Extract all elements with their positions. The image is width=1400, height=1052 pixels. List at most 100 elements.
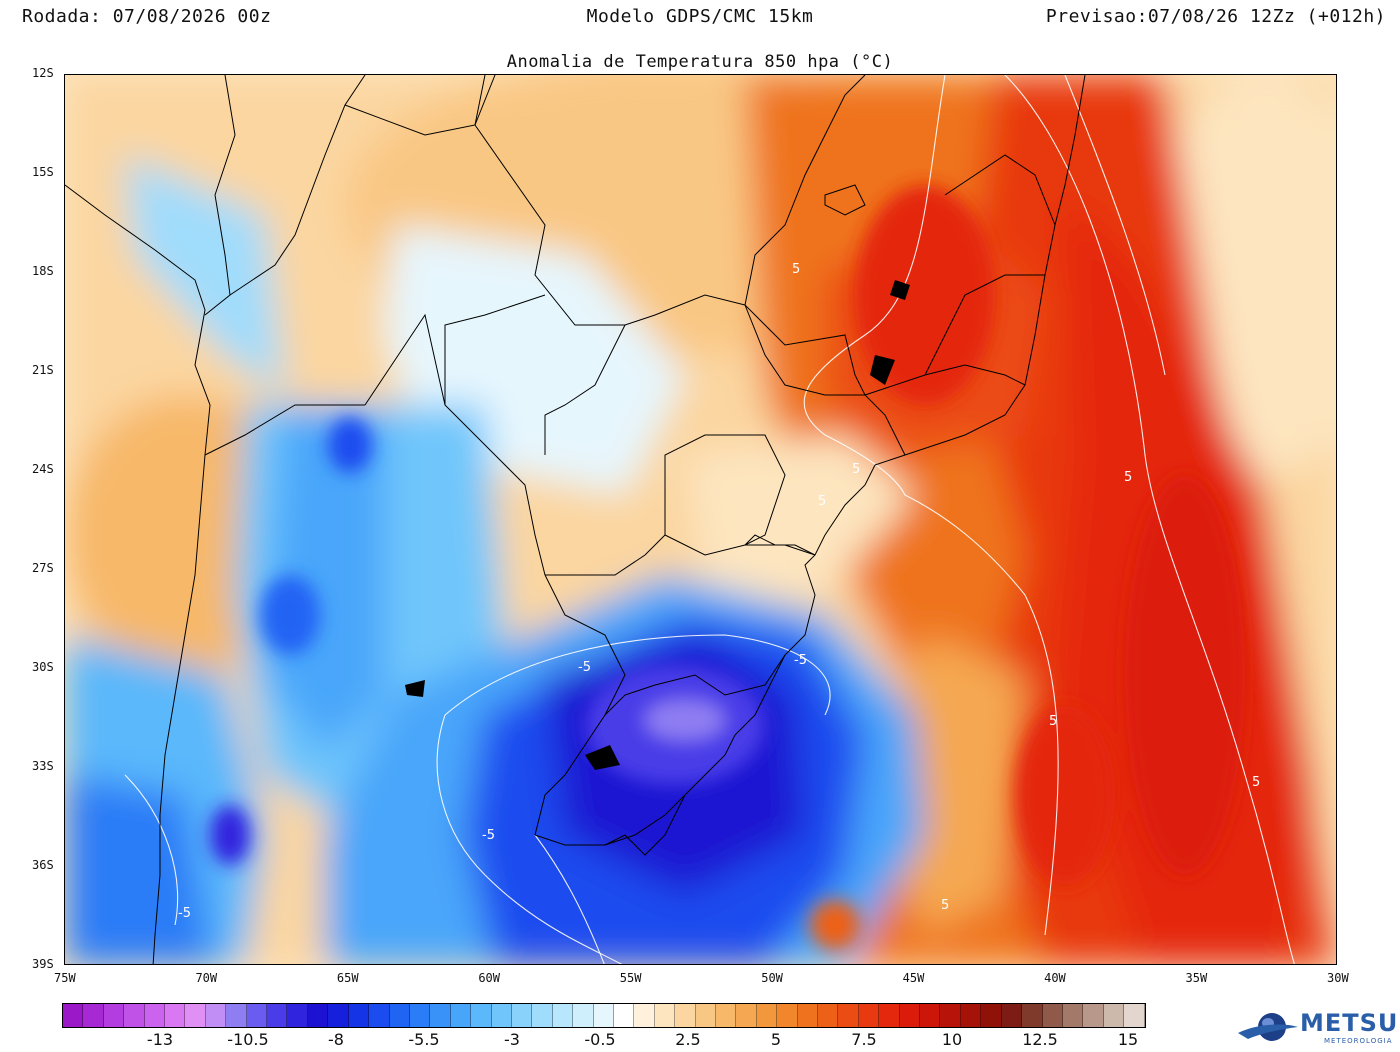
colorbar-swatch bbox=[675, 1004, 696, 1027]
colorbar-swatch bbox=[654, 1004, 676, 1027]
map-canvas bbox=[65, 75, 1336, 964]
colorbar-swatch bbox=[940, 1004, 961, 1027]
longitude-label: 60W bbox=[478, 971, 501, 985]
colorbar-swatch bbox=[185, 1004, 206, 1027]
colorbar-swatch bbox=[736, 1004, 757, 1027]
colorbar-label: 10 bbox=[941, 1030, 963, 1049]
longitude-label: 75W bbox=[54, 971, 76, 985]
longitude-label: 35W bbox=[1185, 971, 1208, 985]
longitude-label: 40W bbox=[1044, 971, 1066, 985]
colorbar-swatch bbox=[83, 1004, 104, 1027]
colorbar-label: -13 bbox=[146, 1030, 174, 1049]
colorbar-label: -0.5 bbox=[584, 1030, 616, 1049]
colorbar-swatch bbox=[430, 1004, 451, 1027]
colorbar-swatch bbox=[716, 1004, 737, 1027]
colorbar-swatch bbox=[695, 1004, 716, 1027]
colorbar-swatch bbox=[634, 1004, 655, 1027]
colorbar-swatch bbox=[1124, 1004, 1145, 1027]
colorbar-swatch bbox=[348, 1004, 370, 1027]
colorbar-swatch bbox=[226, 1004, 247, 1027]
colorbar-swatch bbox=[532, 1004, 553, 1027]
colorbar-swatch bbox=[409, 1004, 431, 1027]
latitude-label: 24S bbox=[32, 462, 54, 476]
anomaly-field-broad bbox=[65, 75, 1336, 964]
colorbar-swatch bbox=[491, 1004, 512, 1027]
colorbar-swatch bbox=[287, 1004, 308, 1027]
longitude-label: 70W bbox=[195, 971, 218, 985]
colorbar-swatch bbox=[511, 1004, 533, 1027]
colorbar-label: 2.5 bbox=[675, 1030, 701, 1049]
colorbar-swatch bbox=[818, 1004, 839, 1027]
model-label: Modelo GDPS/CMC 15km bbox=[586, 6, 814, 27]
longitude-label: 30W bbox=[1327, 971, 1349, 985]
colorbar-swatch bbox=[103, 1004, 125, 1027]
colorbar-swatch bbox=[1062, 1004, 1084, 1027]
colorbar-swatch bbox=[205, 1004, 227, 1027]
colorbar-swatch bbox=[124, 1004, 145, 1027]
colorbar-label: -10.5 bbox=[227, 1030, 269, 1049]
longitude-label: 45W bbox=[902, 971, 925, 985]
political-borders bbox=[65, 75, 1086, 964]
colorbar-swatch bbox=[307, 1004, 329, 1027]
contour-label: 5 bbox=[1124, 470, 1133, 485]
colorbar-swatch bbox=[899, 1004, 921, 1027]
run-time-label: Rodada: 07/08/2026 00z bbox=[22, 6, 272, 27]
longitude-label: 50W bbox=[761, 971, 783, 985]
colorbar-swatch bbox=[613, 1004, 635, 1027]
colorbar-label: 12.5 bbox=[1022, 1030, 1058, 1049]
contour-lines bbox=[124, 75, 1295, 964]
logo-subtitle: METEOROLOGIA bbox=[1324, 1037, 1393, 1045]
colorbar-swatch bbox=[165, 1004, 186, 1027]
metsul-logo: METSUL METEOROLOGIA bbox=[1232, 1007, 1400, 1047]
contour-label: 5 bbox=[1252, 775, 1261, 790]
colorbar-swatch bbox=[879, 1004, 900, 1027]
colorbar-label: -8 bbox=[328, 1030, 344, 1049]
latitude-label: 15S bbox=[32, 165, 54, 179]
colorbar-label: 7.5 bbox=[851, 1030, 877, 1049]
colorbar-swatch bbox=[1103, 1004, 1125, 1027]
longitude-label: 65W bbox=[336, 971, 359, 985]
colorbar-swatch bbox=[960, 1004, 982, 1027]
colorbar-swatch bbox=[1022, 1004, 1043, 1027]
forecast-time-label: Previsao:07/08/26 12Zz (+012h) bbox=[1045, 6, 1386, 27]
colorbar-swatch bbox=[63, 1004, 84, 1027]
contour-label: -5 bbox=[482, 828, 495, 843]
colorbar-swatch bbox=[756, 1004, 778, 1027]
colorbar-swatch bbox=[369, 1004, 390, 1027]
latitude-label: 18S bbox=[32, 264, 54, 278]
contour-label: -5 bbox=[794, 653, 807, 668]
latitude-label: 33S bbox=[32, 759, 54, 773]
colorbar-swatch bbox=[246, 1004, 268, 1027]
colorbar-swatch bbox=[389, 1004, 410, 1027]
colorbar-label: -5.5 bbox=[408, 1030, 440, 1049]
longitude-label: 55W bbox=[619, 971, 642, 985]
colorbar-swatch bbox=[552, 1004, 574, 1027]
colorbar-swatch bbox=[267, 1004, 288, 1027]
colorbar-swatch bbox=[797, 1004, 819, 1027]
colorbar-swatch bbox=[858, 1004, 880, 1027]
colorbar-swatch bbox=[777, 1004, 798, 1027]
colorbar-swatch bbox=[471, 1004, 492, 1027]
contour-label: 5 bbox=[941, 898, 950, 913]
colorbar-swatch bbox=[920, 1004, 941, 1027]
colorbar-swatch bbox=[328, 1004, 349, 1027]
colorbar-label: 15 bbox=[1117, 1030, 1139, 1049]
contour-label: 5 bbox=[852, 462, 861, 477]
colorbar-swatch bbox=[838, 1004, 859, 1027]
colorbar-swatch bbox=[593, 1004, 614, 1027]
contour-label: 5 bbox=[792, 262, 801, 277]
contour-label: -5 bbox=[578, 660, 591, 675]
lakes bbox=[405, 280, 910, 770]
colorbar-swatch bbox=[1042, 1004, 1063, 1027]
colorbar-swatch bbox=[144, 1004, 166, 1027]
logo-text: METSUL bbox=[1300, 1009, 1400, 1037]
anomaly-map[interactable] bbox=[64, 74, 1337, 965]
contour-label: 5 bbox=[818, 494, 827, 509]
colorbar bbox=[62, 1003, 1146, 1028]
colorbar-swatch bbox=[1001, 1004, 1023, 1027]
colorbar-swatch bbox=[1083, 1004, 1104, 1027]
latitude-label: 39S bbox=[32, 957, 54, 971]
latitude-label: 12S bbox=[32, 66, 54, 80]
contour-label: 5 bbox=[1049, 714, 1058, 729]
latitude-label: 36S bbox=[32, 858, 54, 872]
